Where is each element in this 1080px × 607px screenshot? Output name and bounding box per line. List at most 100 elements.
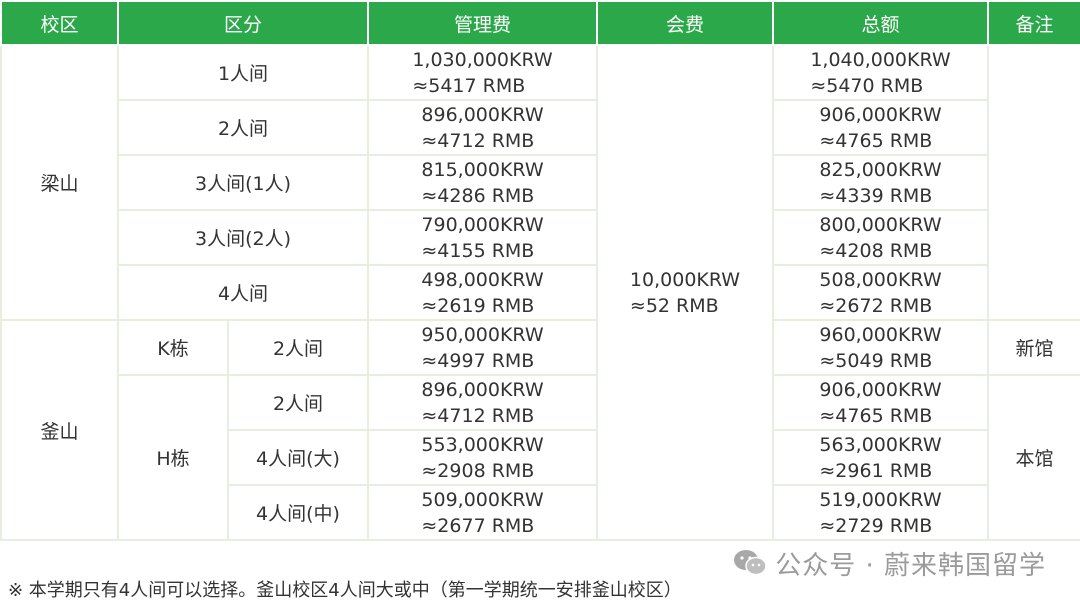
room-type: 4人间(中) [226, 484, 370, 541]
header-management-fee: 管理费 [367, 0, 599, 46]
management-fee-krw: 553,000KRW [421, 433, 544, 456]
management-fee: 1,030,000KRW ≈5417 RMB [367, 44, 599, 101]
management-fee-krw: 896,000KRW [421, 378, 544, 401]
total-amount-krw: 825,000KRW [819, 158, 942, 181]
total-amount: 906,000KRW ≈4765 RMB [772, 99, 990, 156]
management-fee-krw: 790,000KRW [421, 213, 544, 236]
management-fee: 553,000KRW ≈2908 RMB [367, 429, 599, 486]
total-amount: 508,000KRW ≈2672 RMB [772, 264, 990, 321]
campus-yangsan: 梁山 [0, 44, 119, 321]
management-fee-rmb: ≈2908 RMB [421, 459, 535, 482]
total-amount-rmb: ≈4339 RMB [819, 184, 933, 207]
room-type: 3人间(2人) [116, 209, 370, 266]
remark-main-building: 本馆 [987, 374, 1080, 541]
total-amount-krw: 563,000KRW [819, 433, 942, 456]
total-amount-krw: 800,000KRW [819, 213, 942, 236]
watermark-text: 公众号 · 蔚来韩国留学 [775, 550, 1046, 581]
total-amount-rmb: ≈2961 RMB [819, 459, 933, 482]
total-amount-rmb: ≈2729 RMB [819, 514, 933, 537]
campus-busan: 釜山 [0, 319, 119, 541]
total-amount-rmb: ≈5049 RMB [819, 349, 933, 372]
management-fee: 790,000KRW ≈4155 RMB [367, 209, 599, 266]
management-fee: 896,000KRW ≈4712 RMB [367, 99, 599, 156]
total-amount-krw: 519,000KRW [819, 488, 942, 511]
membership-fee-value: 10,000KRW ≈52 RMB [630, 267, 740, 319]
management-fee: 896,000KRW ≈4712 RMB [367, 374, 599, 431]
remark-empty [987, 44, 1080, 321]
total-amount-value: 906,000KRW ≈4765 RMB [819, 102, 941, 154]
total-amount-value: 960,000KRW ≈5049 RMB [819, 322, 941, 374]
management-fee-value: 950,000KRW ≈4997 RMB [421, 322, 543, 374]
management-fee-krw: 509,000KRW [421, 488, 544, 511]
header-category: 区分 [116, 0, 370, 46]
management-fee-rmb: ≈4712 RMB [421, 404, 535, 427]
total-amount: 563,000KRW ≈2961 RMB [772, 429, 990, 486]
table-row: 2人间 896,000KRW ≈4712 RMB 906,000KRW ≈4765 RM… [1, 99, 1080, 156]
total-amount-krw: 508,000KRW [819, 268, 942, 291]
header-remarks: 备注 [987, 0, 1080, 46]
header-campus: 校区 [0, 0, 119, 46]
table-row: 4人间(中) 509,000KRW ≈2677 RMB 519,000KRW ≈2729… [1, 484, 1080, 541]
total-amount: 1,040,000KRW ≈5470 RMB [772, 44, 990, 101]
management-fee-krw: 950,000KRW [421, 323, 544, 346]
management-fee-rmb: ≈2619 RMB [421, 294, 535, 317]
total-amount-krw: 1,040,000KRW [810, 48, 951, 71]
room-type: 4人间 [116, 264, 370, 321]
total-amount-value: 519,000KRW ≈2729 RMB [819, 487, 941, 539]
remark-new-building: 新馆 [987, 319, 1080, 376]
table-row: 梁山 1人间 1,030,000KRW ≈5417 RMB 10,000KRW ≈52 R… [0, 44, 1080, 541]
wechat-icon [734, 550, 767, 576]
total-amount-value: 800,000KRW ≈4208 RMB [819, 212, 941, 264]
total-amount: 800,000KRW ≈4208 RMB [772, 209, 990, 266]
management-fee-value: 498,000KRW ≈2619 RMB [421, 267, 543, 319]
room-type: 2人间 [116, 99, 370, 156]
header-membership-fee: 会费 [596, 0, 775, 46]
table-row: 釜山 K栋 2人间 950,000KRW ≈4997 RMB 960,000KRW ≈504… [0, 319, 1080, 541]
total-amount-value: 508,000KRW ≈2672 RMB [819, 267, 941, 319]
table-row: 3人间(1人) 815,000KRW ≈4286 RMB 825,000KRW ≈433… [1, 154, 1080, 211]
management-fee: 815,000KRW ≈4286 RMB [367, 154, 599, 211]
total-amount: 960,000KRW ≈5049 RMB [772, 319, 990, 376]
total-amount-rmb: ≈5470 RMB [810, 74, 924, 97]
footnote: ※ 本学期只有4人间可以选择。釜山校区4人间大或中（第一学期统一安排釜山校区） [8, 580, 682, 601]
watermark: 公众号 · 蔚来韩国留学 [733, 545, 1046, 581]
total-amount: 906,000KRW ≈4765 RMB [772, 374, 990, 431]
management-fee-rmb: ≈2677 RMB [421, 514, 535, 537]
building-h: H栋 [117, 374, 229, 541]
total-amount-rmb: ≈4208 RMB [819, 239, 933, 262]
room-type: 3人间(1人) [116, 154, 370, 211]
management-fee-value: 790,000KRW ≈4155 RMB [421, 212, 543, 264]
building-k: K栋 [117, 319, 229, 376]
management-fee-krw: 896,000KRW [421, 103, 544, 126]
total-amount-krw: 960,000KRW [819, 323, 942, 346]
total-amount-rmb: ≈2672 RMB [819, 294, 933, 317]
total-amount-value: 906,000KRW ≈4765 RMB [819, 377, 941, 429]
header-total: 总额 [772, 0, 990, 46]
management-fee-value: 896,000KRW ≈4712 RMB [421, 102, 543, 154]
room-type: 2人间 [226, 374, 370, 431]
management-fee-krw: 498,000KRW [421, 268, 544, 291]
membership-fee-rmb: ≈52 RMB [629, 294, 719, 317]
total-amount-krw: 906,000KRW [819, 103, 942, 126]
total-amount-value: 563,000KRW ≈2961 RMB [819, 432, 941, 484]
room-type: 2人间 [226, 319, 370, 376]
management-fee-krw: 1,030,000KRW [412, 48, 553, 71]
management-fee-value: 815,000KRW ≈4286 RMB [421, 157, 543, 209]
total-amount-rmb: ≈4765 RMB [819, 129, 933, 152]
table-row: 4人间(大) 553,000KRW ≈2908 RMB 563,000KRW ≈2961… [1, 429, 1080, 486]
room-type: 1人间 [116, 44, 370, 101]
management-fee-value: 553,000KRW ≈2908 RMB [421, 432, 543, 484]
management-fee-value: 896,000KRW ≈4712 RMB [421, 377, 543, 429]
total-amount-rmb: ≈4765 RMB [819, 404, 933, 427]
management-fee-value: 1,030,000KRW ≈5417 RMB [412, 47, 552, 99]
total-amount-value: 1,040,000KRW ≈5470 RMB [810, 47, 950, 99]
management-fee: 498,000KRW ≈2619 RMB [367, 264, 599, 321]
table-row: H栋 2人间 896,000KRW ≈4712 RMB 906,000KRW ≈4765 … [1, 374, 1080, 541]
management-fee-rmb: ≈4997 RMB [421, 349, 535, 372]
management-fee-krw: 815,000KRW [421, 158, 544, 181]
management-fee: 950,000KRW ≈4997 RMB [367, 319, 599, 376]
management-fee-rmb: ≈4712 RMB [421, 129, 535, 152]
membership-fee-krw: 10,000KRW [629, 268, 741, 291]
total-amount: 825,000KRW ≈4339 RMB [772, 154, 990, 211]
table-row: 4人间 498,000KRW ≈2619 RMB 508,000KRW ≈2672 RM… [1, 264, 1080, 321]
